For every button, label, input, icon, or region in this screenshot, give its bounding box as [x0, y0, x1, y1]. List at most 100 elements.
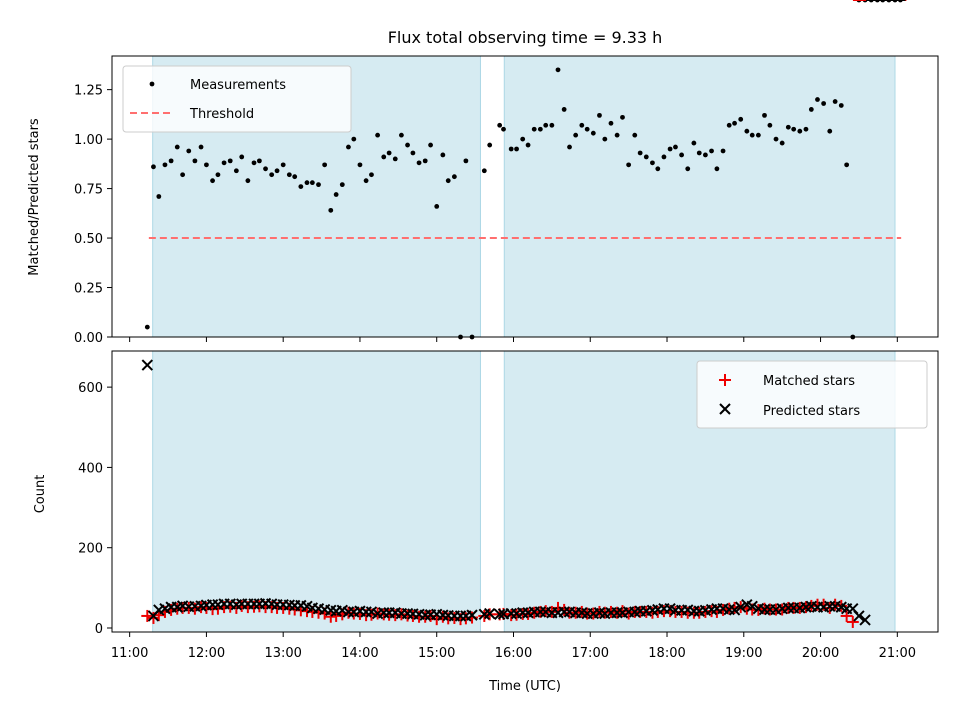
- measurement-point: [797, 128, 803, 134]
- legend-predicted-marker: [719, 403, 731, 415]
- measurement-point: [709, 148, 714, 154]
- bottom-axes-frame: [111, 350, 939, 633]
- y-tick-label: 0.50: [74, 232, 103, 247]
- measurement-point: [369, 172, 374, 178]
- measurement-point: [156, 194, 162, 199]
- predicted-star-point: [728, 604, 741, 616]
- bottom-legend: Matched stars Predicted stars: [696, 360, 928, 429]
- predicted-star-point: [493, 608, 506, 621]
- legend-threshold-label: Threshold: [189, 107, 254, 122]
- measurement-point: [838, 103, 844, 108]
- measurement-point: [685, 166, 691, 172]
- predicted-star-point: [853, 610, 865, 622]
- measurement-point: [497, 122, 503, 128]
- measurement-point: [162, 162, 168, 168]
- measurement-point: [445, 178, 451, 184]
- measurement-point: [738, 116, 744, 122]
- legend-matched-marker: [719, 374, 731, 386]
- measurement-point: [661, 154, 667, 160]
- measurement-point: [827, 128, 833, 134]
- measurement-point: [579, 122, 585, 128]
- measurement-point: [204, 162, 209, 168]
- measurement-point: [679, 152, 685, 158]
- measurement-point: [597, 112, 602, 118]
- measurement-point: [832, 99, 838, 104]
- measurement-point: [339, 182, 345, 188]
- y-tick-label: 0.75: [74, 183, 103, 198]
- measurement-point: [363, 178, 369, 184]
- measurement-point: [702, 152, 708, 158]
- measurement-point: [821, 101, 827, 106]
- measurement-point: [434, 203, 440, 209]
- predicted-star-point: [735, 601, 747, 613]
- measurement-point: [333, 192, 339, 197]
- measurement-point: [227, 158, 233, 164]
- measurement-point: [451, 174, 457, 180]
- observing-span: [503, 55, 896, 338]
- measurement-point: [573, 132, 579, 138]
- observing-span: [152, 350, 481, 633]
- measurement-point: [269, 172, 275, 178]
- measurement-point: [251, 160, 257, 166]
- legend-measurement-marker: [149, 81, 155, 87]
- measurement-point: [632, 132, 638, 138]
- measurement-point: [192, 158, 198, 164]
- measurement-point: [501, 126, 506, 132]
- measurement-point: [381, 154, 387, 160]
- x-tick-label: 19:00: [725, 646, 762, 661]
- measurement-point: [655, 166, 661, 172]
- measurement-point: [174, 144, 180, 150]
- measurement-point: [386, 150, 392, 156]
- y-tick-label: 1.25: [74, 84, 103, 99]
- x-tick-label: 16:00: [495, 646, 532, 661]
- measurement-point: [274, 168, 280, 174]
- measurement-point: [714, 166, 720, 172]
- measurement-point: [567, 144, 572, 150]
- measurement-point: [245, 178, 251, 184]
- measurement-point: [508, 146, 514, 152]
- measurement-point: [525, 142, 531, 148]
- measurement-point: [422, 158, 428, 164]
- x-tick-label: 17:00: [572, 646, 609, 661]
- x-tick-label: 12:00: [188, 646, 225, 661]
- measurement-point: [263, 166, 268, 172]
- measurement-point: [614, 132, 620, 138]
- measurement-point: [198, 144, 204, 150]
- predicted-star-point: [466, 609, 478, 621]
- measurement-point: [375, 132, 381, 138]
- measurement-point: [667, 146, 673, 152]
- legend-predicted-label: Predicted stars: [763, 404, 860, 419]
- matched-star-point: [840, 609, 853, 622]
- measurement-point: [416, 160, 422, 166]
- measurement-point: [549, 122, 555, 128]
- measurement-point: [151, 164, 156, 170]
- measurement-point: [808, 107, 814, 112]
- bottom-y-axis-label: Count: [33, 475, 48, 514]
- x-tick-label: 18:00: [648, 646, 685, 661]
- y-tick-label: 600: [78, 381, 103, 396]
- legend-matched-label: Matched stars: [763, 374, 855, 389]
- x-tick-label: 13:00: [264, 646, 301, 661]
- measurement-point: [233, 168, 239, 174]
- measurement-point: [755, 132, 761, 138]
- x-tick-label: 21:00: [879, 646, 916, 661]
- measurement-point: [543, 122, 549, 128]
- measurement-point: [626, 162, 632, 168]
- x-tick-label: 15:00: [418, 646, 455, 661]
- chart-title: Flux total observing time = 9.33 h: [388, 28, 663, 47]
- legend-measurements-label: Measurements: [190, 78, 286, 93]
- measurement-point: [399, 132, 404, 138]
- measurement-point: [357, 162, 363, 168]
- predicted-star-point: [483, 607, 496, 620]
- measurement-point: [392, 156, 398, 162]
- measurement-point: [584, 126, 590, 132]
- measurement-point: [346, 144, 351, 150]
- measurement-point: [221, 160, 227, 166]
- measurement-point: [215, 172, 221, 178]
- measurement-point: [531, 126, 537, 132]
- x-tick-label: 14:00: [341, 646, 378, 661]
- measurement-point: [767, 122, 773, 128]
- matched-star-point: [141, 609, 154, 622]
- measurement-point: [773, 136, 779, 142]
- measurement-point: [322, 162, 328, 168]
